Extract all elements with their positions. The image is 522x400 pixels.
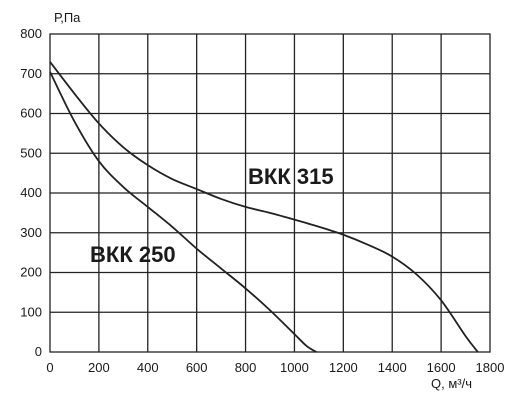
- x-tick-label: 400: [137, 360, 159, 375]
- x-axis-label: Q, м³/ч: [431, 376, 472, 391]
- plot-frame: [49, 33, 491, 353]
- x-tick-label: 600: [186, 360, 208, 375]
- y-tick-label: 400: [20, 185, 42, 200]
- curve-vkk-315: [49, 61, 479, 353]
- y-tick-label: 600: [20, 106, 42, 121]
- x-tick-label: 1200: [329, 360, 358, 375]
- y-tick-label: 800: [20, 26, 42, 41]
- series-label-vkk-250: ВКК 250: [90, 242, 176, 267]
- x-tick-label: 800: [235, 360, 257, 375]
- y-tick-label: 700: [20, 66, 42, 81]
- x-tick-label: 1600: [427, 360, 456, 375]
- curve-vkk-250: [49, 71, 317, 353]
- y-tick-label: 200: [20, 265, 42, 280]
- y-axis-label: Р,Па: [54, 10, 81, 25]
- series-label-vkk-315: ВКК 315: [248, 164, 334, 189]
- y-tick-label: 500: [20, 145, 42, 160]
- tick-labels: 0 200 400 600 800 1000 1200 1400 1600 1800 0 100 200…: [20, 26, 504, 375]
- x-tick-label: 200: [88, 360, 110, 375]
- x-tick-label: 1800: [476, 360, 505, 375]
- y-tick-label: 100: [20, 304, 42, 319]
- y-tick-label: 300: [20, 225, 42, 240]
- y-tick-label: 0: [35, 344, 42, 359]
- grid: [50, 34, 490, 352]
- x-tick-label: 1400: [378, 360, 407, 375]
- curves: [49, 61, 479, 353]
- x-tick-label: 0: [46, 360, 53, 375]
- x-tick-label: 1000: [280, 360, 309, 375]
